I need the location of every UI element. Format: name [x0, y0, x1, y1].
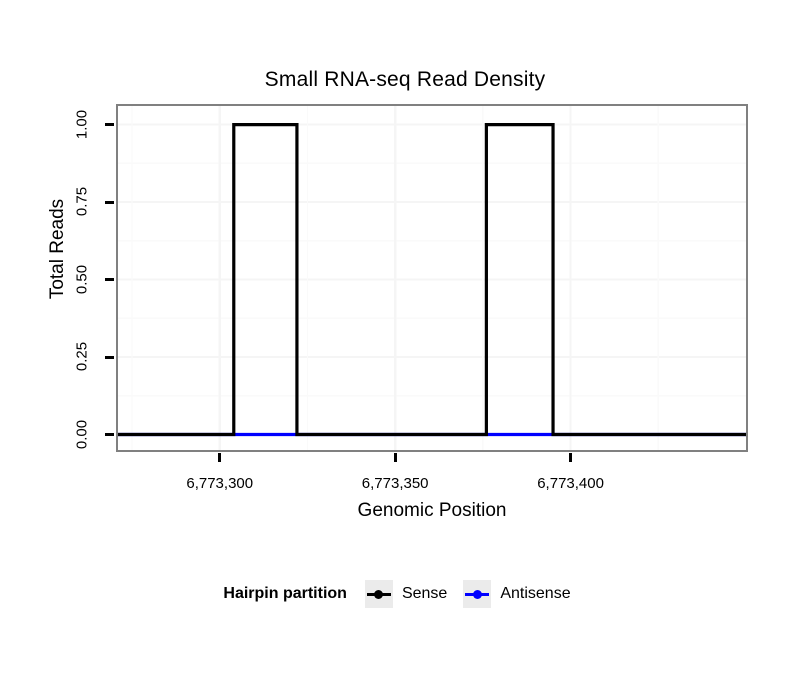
plot-area [118, 106, 746, 450]
y-tick-mark [105, 278, 114, 282]
y-tick-mark [105, 200, 114, 204]
x-tick-label: 6,773,300 [186, 475, 254, 492]
x-tick-label: 6,773,400 [537, 475, 604, 492]
legend-key-point [374, 589, 384, 599]
y-tick-label: 0.75 [73, 186, 91, 217]
legend-title: Hairpin partition [223, 585, 347, 602]
x-tick-mark [393, 453, 397, 462]
x-tick-label: 6,773,350 [361, 475, 429, 492]
x-tick-mark [569, 453, 573, 462]
y-tick-label: 0.50 [73, 264, 91, 294]
y-tick-label: 0.00 [73, 419, 91, 449]
gridlines [118, 106, 746, 450]
y-tick-mark [105, 433, 114, 436]
legend: Hairpin partition Sense Antisense [0, 580, 810, 608]
legend-label: Antisense [500, 585, 571, 602]
series-line-sense [118, 122, 746, 437]
plot-panel [116, 104, 748, 452]
legend-key-sense-icon [364, 580, 393, 608]
y-tick-label: 1.00 [73, 109, 91, 139]
legend-key-antisense-icon [463, 580, 492, 608]
chart-title: Small RNA-seq Read Density [264, 68, 546, 91]
data-series-layer [118, 122, 746, 437]
y-tick-mark [105, 355, 114, 359]
x-axis-title: Genomic Position [357, 500, 507, 521]
legend-item-sense[interactable]: Sense [364, 580, 448, 608]
legend-item-antisense[interactable]: Antisense [463, 580, 571, 608]
x-tick-mark [218, 453, 222, 462]
y-axis-title: Total Reads [47, 198, 68, 300]
y-tick-label: 0.25 [73, 341, 91, 372]
legend-key-point [472, 589, 482, 599]
y-tick-mark [105, 123, 114, 127]
legend-label: Sense [401, 585, 448, 602]
